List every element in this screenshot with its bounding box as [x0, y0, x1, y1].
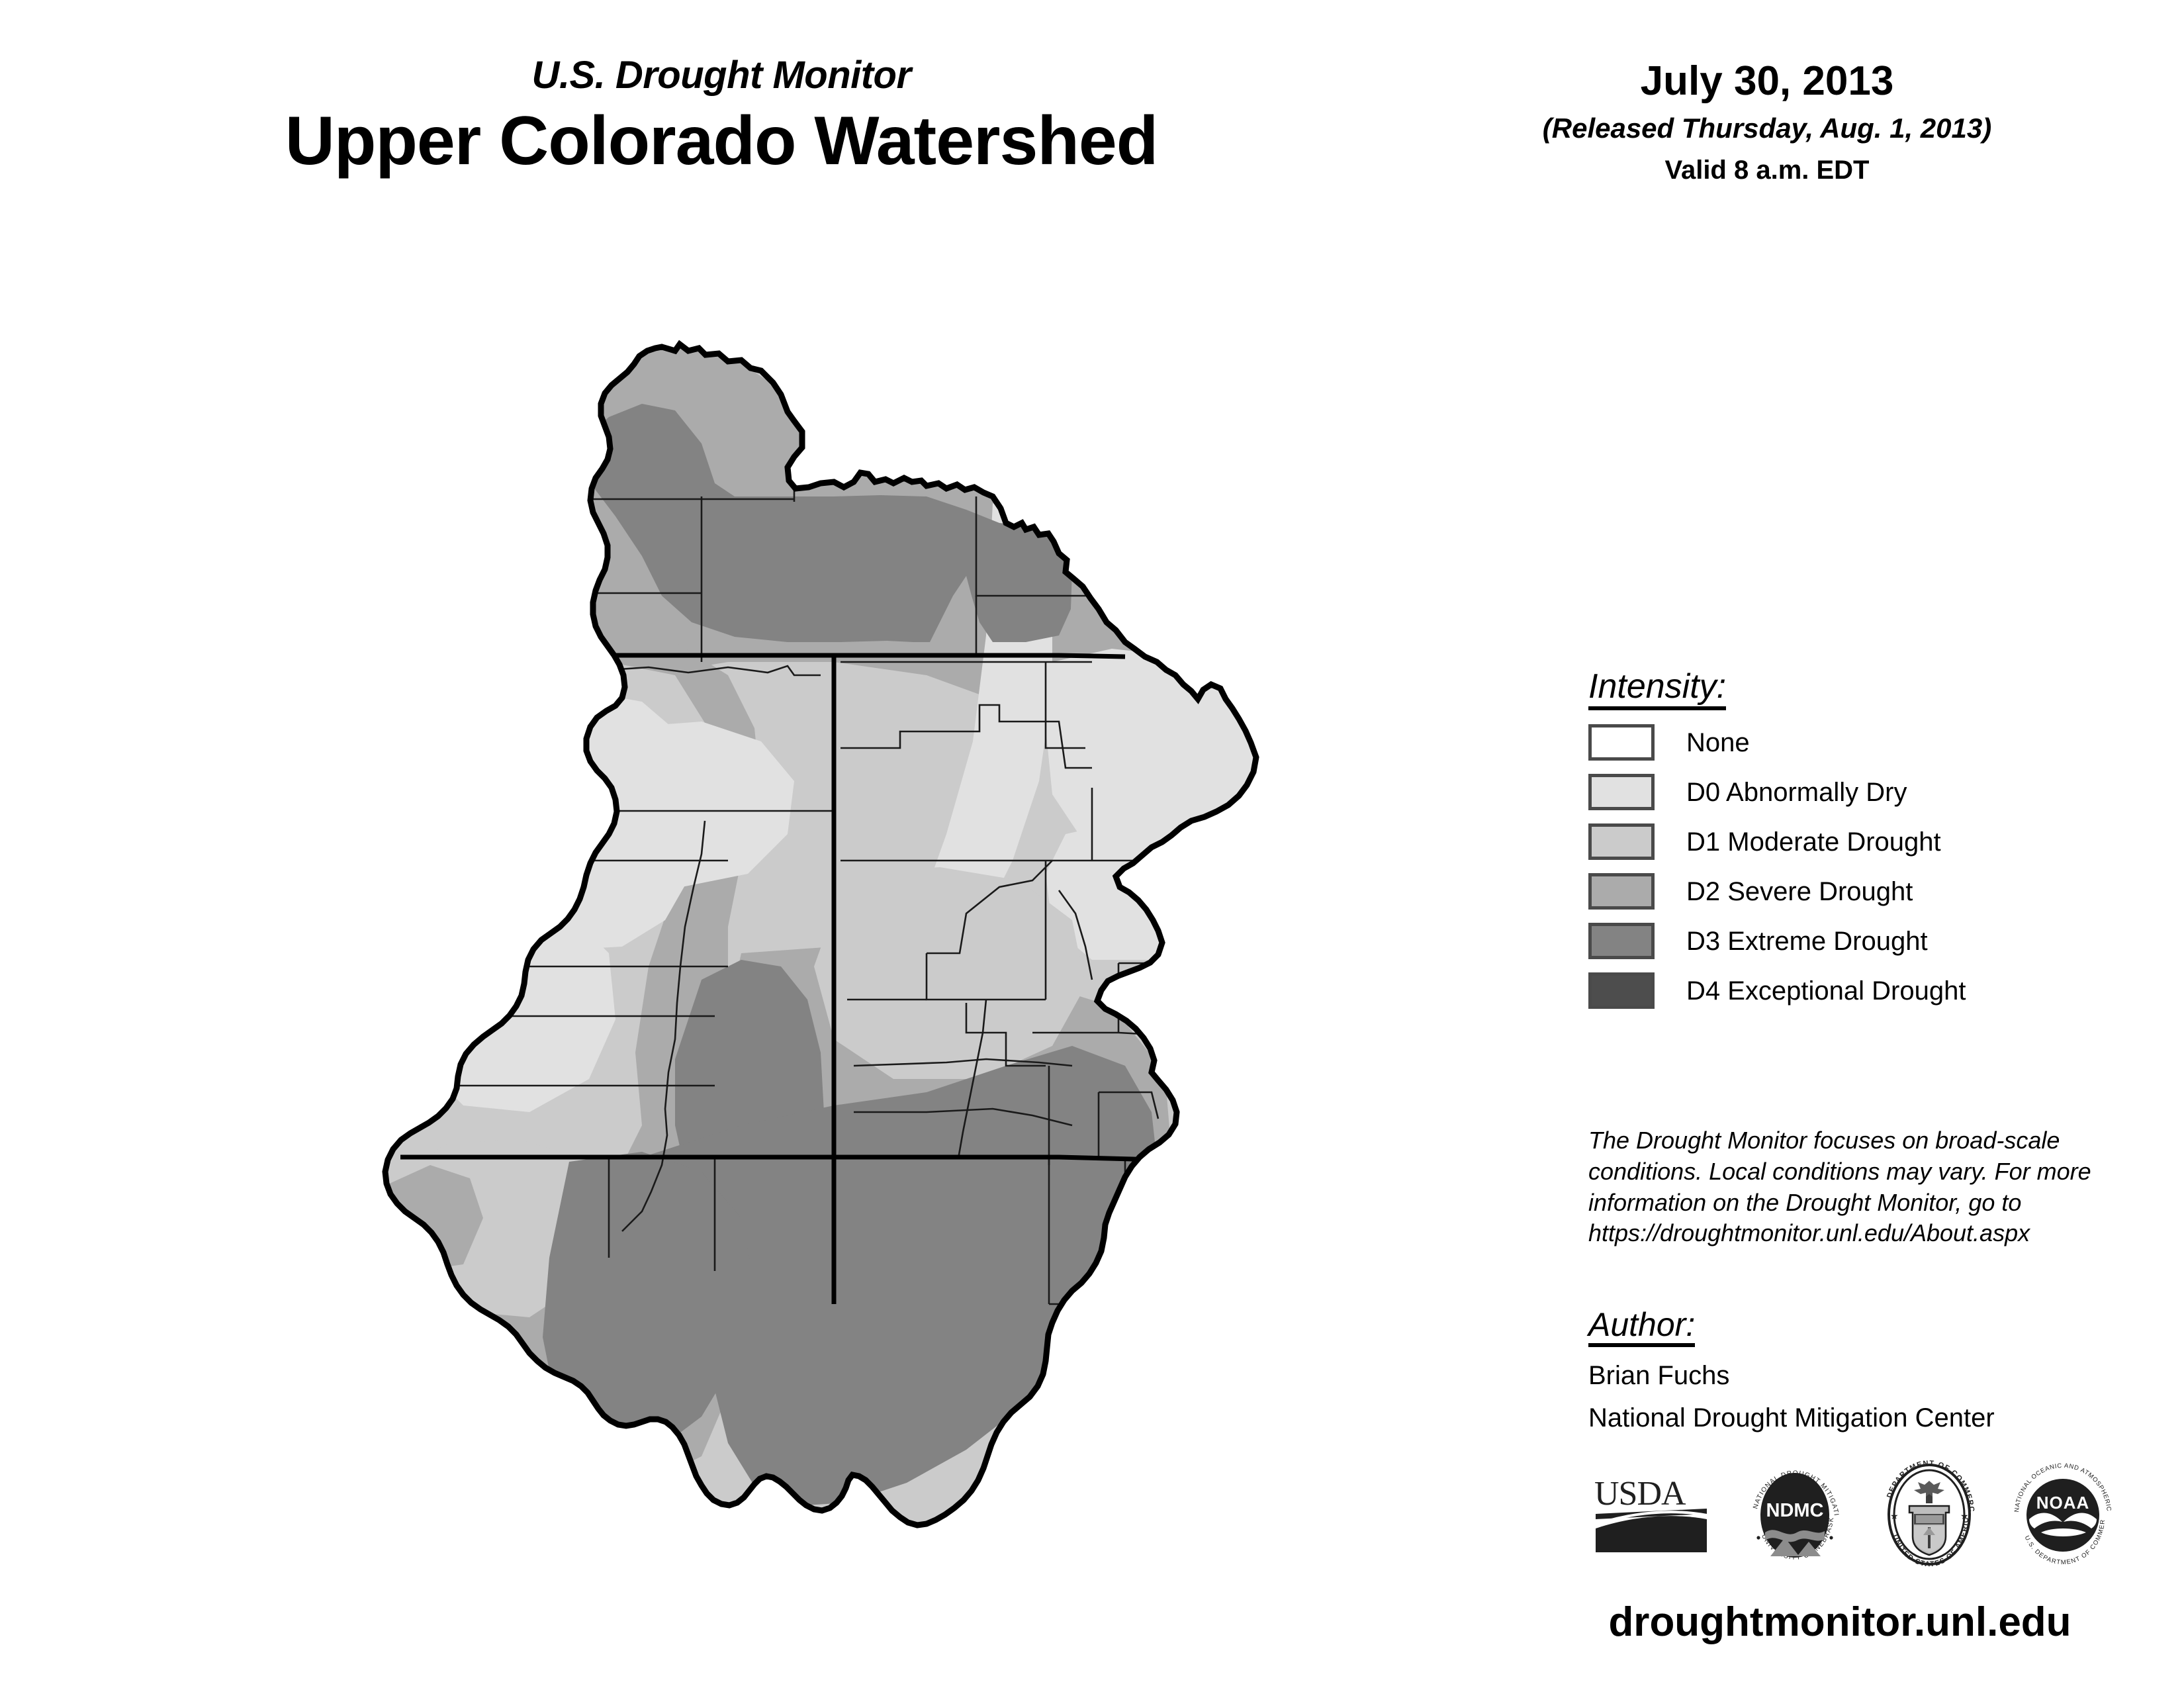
noaa-logo[interactable]: NATIONAL OCEANIC AND ATMOSPHERIC ADMINIS… [2009, 1453, 2115, 1574]
ndmc-logo[interactable]: NATIONAL DROUGHT MITIGATION CENTER UNIVE… [1741, 1453, 1846, 1574]
legend-label-none: None [1686, 727, 1750, 757]
drought-map[interactable] [331, 331, 1271, 1642]
legend-item-d4[interactable]: D4 Exceptional Drought [1588, 972, 2091, 1010]
map-release-date: (Released Thursday, Aug. 1, 2013) [1542, 112, 1992, 144]
legend-swatch-d0 [1588, 774, 1655, 811]
legend-swatch-d1 [1588, 823, 1655, 861]
agency-logos: USDA NATIONAL DROUGHT MITIGATION CENTER … [1592, 1452, 2115, 1579]
legend-label-d3: D3 Extreme Drought [1686, 926, 1928, 956]
region-d1-east-mid [814, 867, 1085, 1079]
region-d3-north [570, 404, 1072, 642]
region-d0-interior-lobe [602, 722, 794, 887]
svg-text:NOAA: NOAA [2036, 1493, 2090, 1513]
legend-label-d0: D0 Abnormally Dry [1686, 777, 1907, 807]
ndmc-logo-svg: NATIONAL DROUGHT MITIGATION CENTER UNIVE… [1741, 1453, 1839, 1562]
doc-logo[interactable]: DEPARTMENT OF COMMERCE UNITED STATES OF … [1876, 1452, 1979, 1574]
legend-label-d2: D2 Severe Drought [1686, 876, 1913, 906]
legend-title: Intensity: [1588, 669, 1727, 710]
legend-swatch-d2 [1588, 873, 1655, 910]
author-name: Brian Fuchs [1588, 1360, 1730, 1390]
doc-logo-svg: DEPARTMENT OF COMMERCE UNITED STATES OF … [1876, 1452, 1974, 1568]
page-title: Upper Colorado Watershed [285, 103, 1159, 179]
header-left: U.S. Drought Monitor Upper Colorado Wate… [119, 54, 1324, 179]
legend-rows: None D0 Abnormally Dry D1 Moderate Droug… [1588, 724, 2091, 1010]
drought-fill-layer [385, 344, 1256, 1525]
legend-item-d3[interactable]: D3 Extreme Drought [1588, 922, 2091, 961]
svg-text:USDA: USDA [1594, 1475, 1686, 1513]
author-lines: Brian Fuchs National Drought Mitigation … [1588, 1360, 2184, 1433]
disclaimer-text: The Drought Monitor focuses on broad-sca… [1588, 1127, 2091, 1247]
svg-text:NDMC: NDMC [1766, 1500, 1824, 1521]
dm-supertitle: U.S. Drought Monitor [531, 54, 911, 97]
legend-swatch-d4 [1588, 972, 1655, 1009]
legend-item-d0[interactable]: D0 Abnormally Dry [1588, 773, 2091, 812]
legend-label-d1: D1 Moderate Drought [1686, 827, 1941, 857]
legend-swatch-d3 [1588, 923, 1655, 960]
legend-item-none[interactable]: None [1588, 724, 2091, 762]
drought-map-svg[interactable] [331, 331, 1271, 1642]
author-organization: National Drought Mitigation Center [1588, 1403, 1995, 1432]
author-heading: Author: [1588, 1307, 1696, 1347]
legend-item-d1[interactable]: D1 Moderate Drought [1588, 823, 2091, 861]
map-valid-time: Valid 8 a.m. EDT [1664, 156, 1870, 185]
svg-text:★: ★ [1890, 1511, 1899, 1521]
legend-item-d2[interactable]: D2 Severe Drought [1588, 872, 2091, 911]
noaa-logo-svg: NATIONAL OCEANIC AND ATMOSPHERIC ADMINIS… [2009, 1453, 2113, 1566]
map-date: July 30, 2013 [1640, 58, 1894, 104]
region-d3-south-tail [543, 1152, 754, 1456]
usda-logo-svg: USDA [1594, 1475, 1707, 1552]
usda-logo[interactable]: USDA [1592, 1472, 1711, 1561]
svg-text:★: ★ [1960, 1511, 1969, 1521]
legend-swatch-none [1588, 724, 1655, 761]
region-d0-east-bulge [1046, 649, 1256, 847]
header-right: July 30, 2013 (Released Thursday, Aug. 1… [1443, 58, 2091, 185]
legend: Intensity: None D0 Abnormally Dry D1 Mod… [1588, 669, 2091, 1010]
site-url[interactable]: droughtmonitor.unl.edu [1608, 1599, 2071, 1645]
author-block: Author: Brian Fuchs National Drought Mit… [1588, 1307, 2184, 1433]
legend-label-d4: D4 Exceptional Drought [1686, 976, 1966, 1006]
